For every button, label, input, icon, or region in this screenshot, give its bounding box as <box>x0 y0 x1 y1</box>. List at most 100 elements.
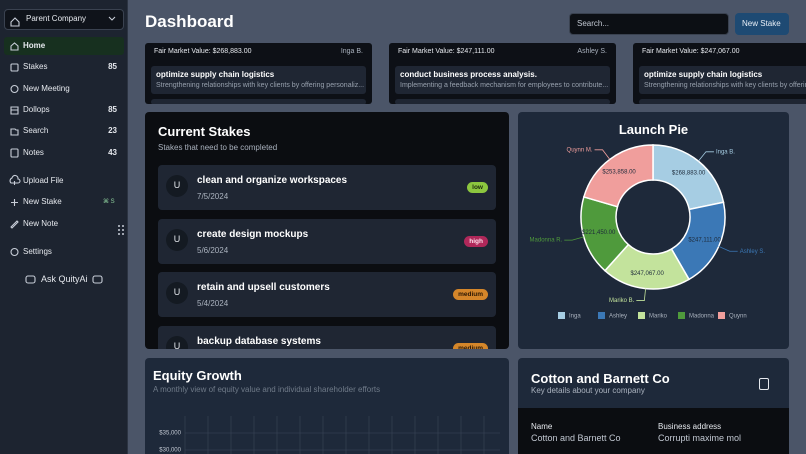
stake-title: retain and upsell customers <box>197 282 330 293</box>
callout-label: Mariko B. <box>609 298 635 304</box>
nav-label[interactable]: Stakes <box>23 62 48 71</box>
callout-line <box>718 246 738 252</box>
card-value: Fair Market Value: $268,883.00 <box>154 48 252 55</box>
new-stake-button-label: New Stake <box>742 19 781 28</box>
chart-title: Equity Growth <box>153 368 242 383</box>
stake-date: 5/4/2024 <box>197 299 229 308</box>
pie-panel: Launch Pie $268,883.00 Inga B. $247,111.00 A… <box>518 112 789 349</box>
card-value: Fair Market Value: $247,111.00 <box>398 48 495 55</box>
avatar-initial: U <box>173 180 181 190</box>
legend-label: Inga <box>569 314 581 320</box>
assistant-label[interactable]: Ask QuityAi <box>41 274 88 284</box>
slice-value-label: $247,111.00 <box>688 238 721 244</box>
card-title: conduct business process analysis. <box>400 70 537 79</box>
search-placeholder: Search... <box>577 19 610 28</box>
avatar-initial: U <box>173 233 181 244</box>
card-owner: Ashley S. <box>577 48 607 55</box>
legend-label: Ashley <box>609 314 627 320</box>
card-footer <box>639 99 806 104</box>
page-title: Dashboard <box>145 12 234 31</box>
nav-label[interactable]: Search <box>23 126 49 135</box>
company-panel: Cotton and Barnett Co Key details about y… <box>518 358 789 454</box>
avatar <box>166 335 188 349</box>
settings-label[interactable]: Settings <box>23 247 52 256</box>
legend-swatch <box>558 312 565 319</box>
company-title: Cotton and Barnett Co <box>531 371 670 386</box>
card-body: optimize supply chain logistics Strengthe… <box>639 66 806 94</box>
legend-swatch <box>638 312 645 319</box>
sidebar-icons <box>9 16 124 284</box>
legend-swatch <box>598 312 605 319</box>
callout-label: Inga B. <box>716 149 735 155</box>
pie-slice <box>652 144 725 211</box>
slice-value-label: $221,450.00 <box>582 230 616 236</box>
field-value: Cotton and Barnett Co <box>531 433 621 443</box>
callout-line <box>594 149 611 160</box>
legend-swatch <box>718 312 725 319</box>
stake-date: 5/6/2024 <box>197 245 229 255</box>
chart-title: Launch Pie <box>618 122 689 137</box>
avatar-initial: U <box>173 287 181 297</box>
equity-panel: Equity Growth A monthly view of equity va… <box>145 358 509 454</box>
avatar <box>166 282 188 304</box>
action-label[interactable]: New Stake <box>23 197 62 206</box>
priority-badge: low <box>467 182 488 193</box>
stake-title: backup database systems <box>197 335 321 347</box>
edit-icon[interactable] <box>759 378 769 390</box>
org-name: Parent Company <box>26 14 87 23</box>
nav-label[interactable]: Notes <box>23 148 44 157</box>
shortcut: ⌘ S <box>103 199 115 205</box>
pie-slice <box>582 144 654 208</box>
card-footer <box>151 99 366 104</box>
avatar-initial: U <box>173 340 181 350</box>
callout-label: Quynn M. <box>567 147 593 153</box>
card-footer <box>395 99 610 104</box>
field-label: Name <box>531 422 553 431</box>
priority-badge: medium <box>453 289 488 300</box>
stakes-panel: Current Stakes Stakes that need to be com… <box>145 112 509 349</box>
stake-date: 7/5/2024 <box>197 192 229 201</box>
market-card[interactable]: Fair Market Value: $268,883.00 Inga B. opt… <box>145 43 372 104</box>
nav-label[interactable]: Dollops <box>23 105 50 114</box>
callout-line <box>636 288 646 301</box>
company-details: Name Cotton and Barnett Co Business addres… <box>518 408 789 454</box>
card-value: Fair Market Value: $247,067.00 <box>642 48 740 55</box>
stake-title: create design mockups <box>197 228 309 240</box>
priority-badge: high <box>464 235 488 247</box>
market-card[interactable]: Fair Market Value: $247,111.00 Ashley S. c… <box>389 43 616 104</box>
card-owner: Inga B. <box>340 48 363 55</box>
field-label: Business address <box>658 422 722 431</box>
market-card[interactable]: Fair Market Value: $247,067.00 optimize s… <box>633 43 806 104</box>
slice-value-label: $253,858.00 <box>602 169 636 175</box>
nav-count: 43 <box>108 148 117 157</box>
field-value: Corrupti maxime mol <box>658 433 742 443</box>
callout-line <box>698 151 714 162</box>
search-box[interactable] <box>569 13 729 35</box>
slice-value-label: $268,883.00 <box>672 171 706 177</box>
card-description: Strengthening relationships with key cli… <box>644 82 806 89</box>
nav-label[interactable]: Home <box>23 41 46 50</box>
new-stake-button[interactable] <box>735 13 789 35</box>
nav-label[interactable]: New Meeting <box>23 84 70 93</box>
avatar <box>166 175 188 197</box>
panel-subtitle: Stakes that need to be completed <box>158 143 278 152</box>
sidebar <box>0 0 128 454</box>
action-label[interactable]: New Note <box>23 219 59 228</box>
y-tick-label: $30,000 <box>159 448 181 454</box>
stake-title: clean and organize workspaces <box>197 175 348 186</box>
nav-count: 23 <box>108 126 117 135</box>
chart-subtitle: A monthly view of equity value and indiv… <box>153 385 381 394</box>
priority-badge: medium <box>453 342 488 349</box>
legend-swatch <box>678 312 685 319</box>
org-switcher[interactable] <box>4 9 124 30</box>
y-tick-label: $35,000 <box>159 431 181 437</box>
card-description: Strengthening relationships with key cli… <box>156 82 365 89</box>
nav-active <box>4 37 124 55</box>
action-label[interactable]: Upload File <box>23 176 64 185</box>
panel-title: Current Stakes <box>158 124 251 139</box>
